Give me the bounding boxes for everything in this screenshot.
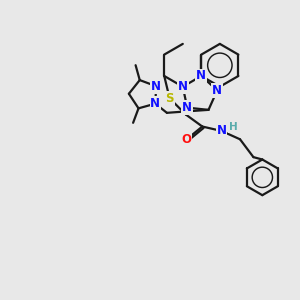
Text: N: N	[150, 97, 161, 110]
Text: N: N	[151, 80, 161, 93]
Text: N: N	[196, 70, 206, 83]
Text: H: H	[229, 122, 237, 132]
Text: N: N	[212, 84, 222, 97]
Text: N: N	[217, 124, 226, 137]
Text: N: N	[178, 80, 188, 93]
Text: N: N	[182, 101, 192, 114]
Text: S: S	[165, 92, 174, 105]
Text: O: O	[181, 134, 191, 146]
